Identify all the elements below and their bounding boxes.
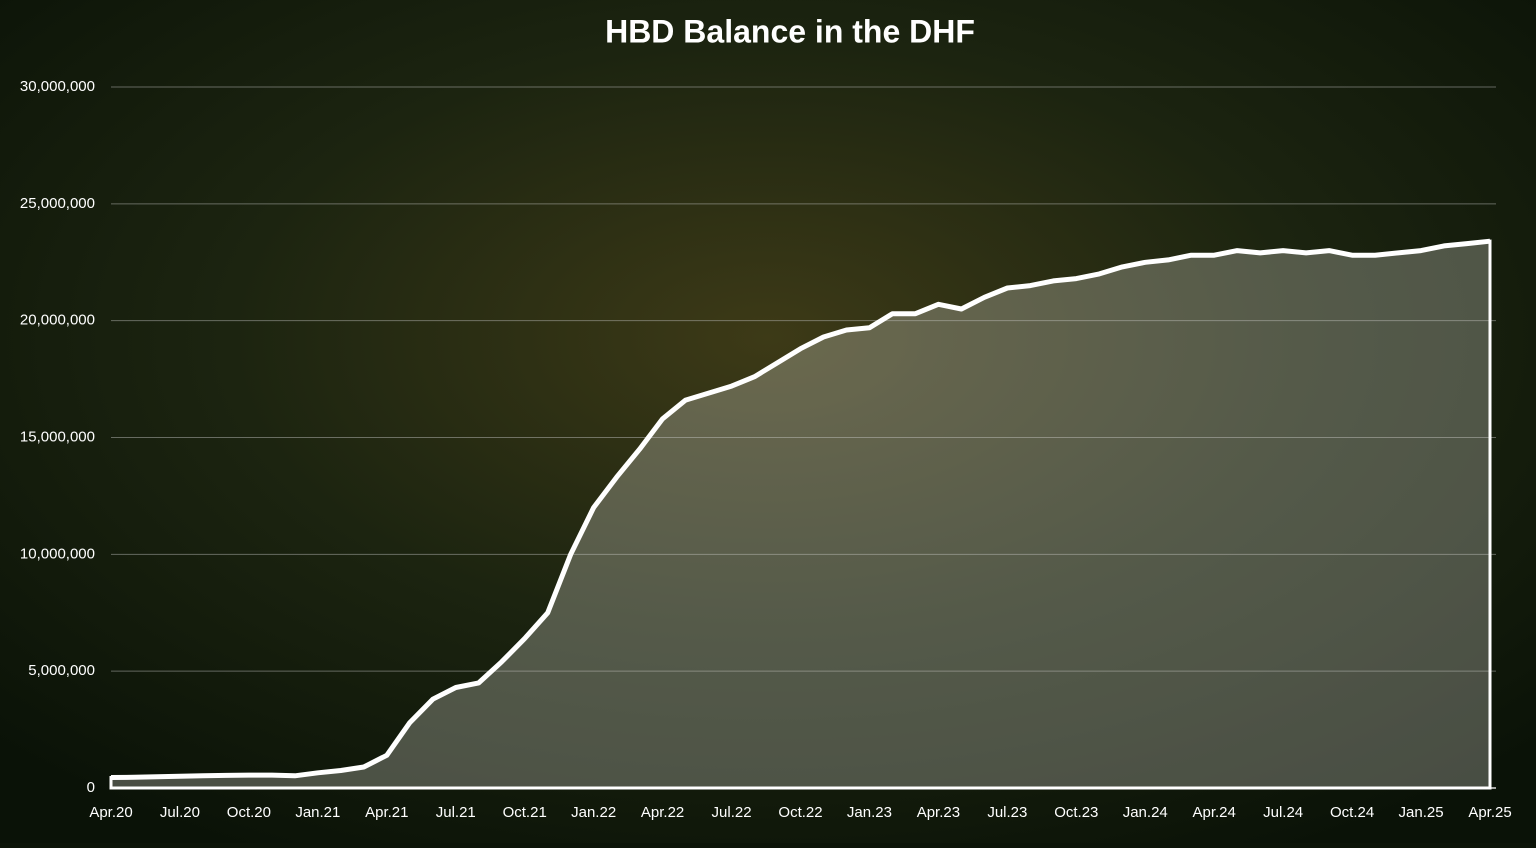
x-tick-label: Jul.24 <box>1263 804 1303 821</box>
y-tick-label: 5,000,000 <box>28 662 95 679</box>
x-tick-label: Jul.22 <box>712 804 752 821</box>
x-tick-label: Jan.23 <box>847 804 892 821</box>
chart-title: HBD Balance in the DHF <box>605 13 975 49</box>
x-tick-label: Jul.23 <box>987 804 1027 821</box>
x-tick-label: Apr.22 <box>641 804 684 821</box>
y-tick-label: 15,000,000 <box>20 428 95 445</box>
y-tick-label: 30,000,000 <box>20 78 95 95</box>
x-tick-label: Oct.21 <box>503 804 547 821</box>
line <box>110 238 1491 780</box>
y-tick-label: 10,000,000 <box>20 545 95 562</box>
x-tick-label: Oct.20 <box>227 804 271 821</box>
y-tick-label: 25,000,000 <box>20 195 95 212</box>
y-tick-label: 0 <box>87 779 95 796</box>
x-tick-label: Jan.22 <box>571 804 616 821</box>
x-tick-label: Jan.24 <box>1123 804 1168 821</box>
x-tick-label: Jan.25 <box>1399 804 1444 821</box>
x-tick-label: Jul.20 <box>160 804 200 821</box>
x-tick-label: Apr.23 <box>917 804 960 821</box>
x-tick-label: Oct.24 <box>1330 804 1374 821</box>
x-tick-label: Jan.21 <box>295 804 340 821</box>
x-tick-label: Jul.21 <box>436 804 476 821</box>
x-tick-label: Apr.20 <box>89 804 132 821</box>
x-tick-label: Oct.23 <box>1054 804 1098 821</box>
x-tick-label: Apr.24 <box>1193 804 1236 821</box>
x-tick-label: Apr.25 <box>1468 804 1511 821</box>
x-tick-label: Apr.21 <box>365 804 408 821</box>
x-tick-label: Oct.22 <box>778 804 822 821</box>
y-tick-label: 20,000,000 <box>20 312 95 329</box>
